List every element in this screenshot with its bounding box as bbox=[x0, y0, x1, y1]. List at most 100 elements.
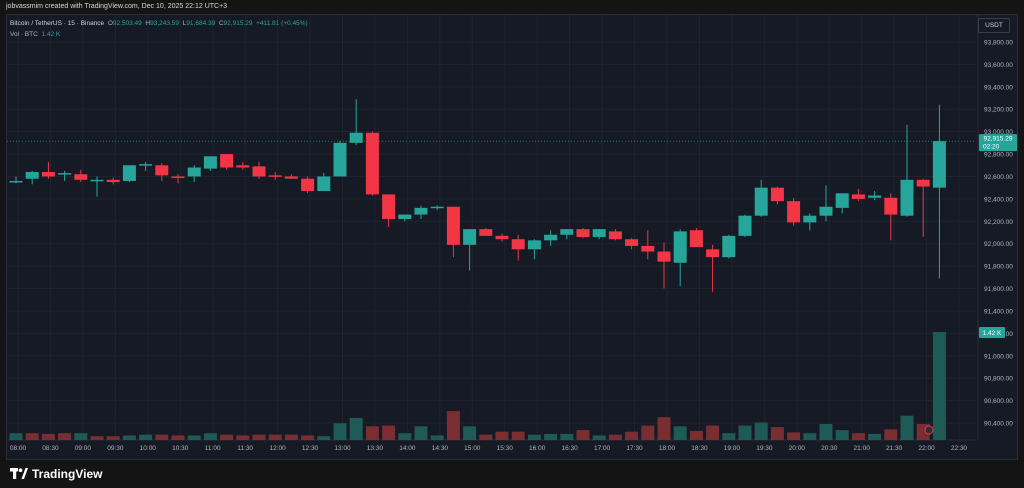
candle-body bbox=[220, 154, 234, 168]
price-tick-label: 90,600.00 bbox=[984, 398, 1013, 405]
price-tick-label: 93,800.00 bbox=[984, 40, 1013, 47]
price-tick-label: 93,400.00 bbox=[984, 84, 1013, 91]
time-tick-label: 10:00 bbox=[140, 445, 157, 452]
volume-bar bbox=[592, 435, 606, 440]
volume-bar bbox=[74, 433, 88, 440]
volume-bar bbox=[365, 426, 379, 440]
candle-body bbox=[25, 171, 39, 179]
candle-body bbox=[722, 235, 736, 258]
time-tick-label: 18:30 bbox=[691, 445, 708, 452]
time-tick-label: 16:00 bbox=[529, 445, 546, 452]
price-tick-label: 91,600.00 bbox=[984, 286, 1013, 293]
volume-bar bbox=[382, 425, 396, 440]
time-tick-label: 18:00 bbox=[659, 445, 676, 452]
time-tick-label: 20:00 bbox=[789, 445, 806, 452]
time-tick-label: 11:00 bbox=[205, 445, 221, 452]
candle-body bbox=[155, 165, 169, 176]
candle-body bbox=[754, 187, 768, 216]
volume-bar bbox=[495, 431, 509, 440]
volume-bar bbox=[673, 426, 687, 440]
candle-body bbox=[803, 215, 817, 223]
volume-bar bbox=[770, 427, 784, 440]
candle-body bbox=[608, 231, 622, 240]
volume-bar bbox=[236, 435, 250, 440]
candle-body bbox=[544, 234, 558, 241]
candle-body bbox=[527, 240, 541, 250]
price-tick-label: 93,200.00 bbox=[984, 107, 1013, 114]
event-icon[interactable] bbox=[924, 425, 934, 435]
volume-bar bbox=[414, 426, 428, 440]
volume-bar bbox=[544, 433, 558, 440]
volume-bar bbox=[9, 433, 23, 440]
volume-bar bbox=[284, 434, 298, 440]
volume-bar bbox=[625, 431, 639, 440]
volume-bar bbox=[155, 434, 169, 440]
candle-body bbox=[819, 206, 833, 216]
high-label: H bbox=[145, 20, 151, 27]
candle-body bbox=[495, 235, 509, 240]
candle-body bbox=[382, 194, 396, 220]
volume-bar bbox=[819, 424, 833, 440]
price-tick-label: 92,200.00 bbox=[984, 219, 1013, 226]
chart-canvas[interactable]: 08:00 08:30 09:00 09:30 10:00 10:30 11:00 11:30… bbox=[0, 0, 1024, 460]
volume-bar bbox=[641, 425, 655, 440]
volume-bar bbox=[900, 415, 914, 440]
close-label: C bbox=[218, 20, 224, 27]
tradingview-brand: TradingView bbox=[32, 467, 103, 481]
candle-body bbox=[641, 245, 655, 252]
candle-body bbox=[414, 207, 428, 215]
volume-bar bbox=[479, 434, 493, 440]
volume-badge-label: 1.42 K bbox=[983, 330, 1002, 337]
candle-body bbox=[139, 164, 153, 166]
price-tick-label: 91,800.00 bbox=[984, 264, 1013, 271]
symbol-name[interactable]: Bitcoin / TetherUS · 15 · Binance bbox=[10, 20, 105, 27]
candle-body bbox=[106, 179, 120, 183]
volume-bar bbox=[187, 435, 201, 440]
chart-frame[interactable] bbox=[6, 14, 1018, 460]
currency-button[interactable]: USDT bbox=[978, 18, 1010, 33]
time-tick-label: 22:30 bbox=[951, 445, 968, 452]
attribution-text: jobvassmim created with TradingView.com,… bbox=[6, 3, 228, 10]
time-tick-label: 09:30 bbox=[107, 445, 124, 452]
volume-bar bbox=[268, 434, 282, 440]
symbol-legend: Bitcoin / TetherUS · 15 · Binance O92,50… bbox=[10, 18, 308, 40]
volume-bar bbox=[722, 433, 736, 440]
time-tick-label: 16:30 bbox=[562, 445, 579, 452]
volume-bar bbox=[706, 425, 720, 440]
volume-bar bbox=[122, 435, 136, 440]
time-tick-label: 13:30 bbox=[367, 445, 384, 452]
candle-body bbox=[738, 215, 752, 236]
time-tick-label: 21:00 bbox=[854, 445, 871, 452]
price-tick-label: 90,800.00 bbox=[984, 376, 1013, 383]
candle-body bbox=[41, 171, 55, 177]
volume-bar bbox=[333, 423, 347, 440]
candle-body bbox=[58, 173, 72, 175]
time-tick-label: 08:30 bbox=[42, 445, 59, 452]
tradingview-logo[interactable]: TradingView bbox=[10, 466, 102, 482]
candle-body bbox=[576, 229, 590, 237]
volume-bar bbox=[41, 433, 55, 440]
candle-body bbox=[171, 176, 185, 178]
volume-value: 1.42 K bbox=[41, 31, 61, 38]
volume-bar bbox=[560, 433, 574, 440]
price-tick-label: 90,400.00 bbox=[984, 421, 1013, 428]
candle-body bbox=[349, 132, 363, 143]
volume-label[interactable]: Vol · BTC bbox=[10, 31, 38, 38]
time-tick-label: 09:00 bbox=[75, 445, 92, 452]
price-tick-label: 92,000.00 bbox=[984, 241, 1013, 248]
volume-bar bbox=[106, 436, 120, 440]
countdown-label: 02:20 bbox=[983, 144, 1000, 151]
time-tick-label: 17:30 bbox=[626, 445, 643, 452]
candle-body bbox=[187, 167, 201, 177]
volume-bar bbox=[657, 417, 671, 440]
volume-bar bbox=[851, 433, 865, 440]
volume-badge bbox=[979, 327, 1005, 338]
time-tick-label: 15:00 bbox=[464, 445, 481, 452]
candle-body bbox=[268, 175, 282, 177]
time-tick-label: 15:30 bbox=[497, 445, 514, 452]
candle-body bbox=[657, 251, 671, 262]
time-tick-label: 22:00 bbox=[918, 445, 935, 452]
volume-bar bbox=[203, 433, 217, 440]
time-tick-label: 10:30 bbox=[172, 445, 189, 452]
volume-bar bbox=[463, 426, 477, 440]
